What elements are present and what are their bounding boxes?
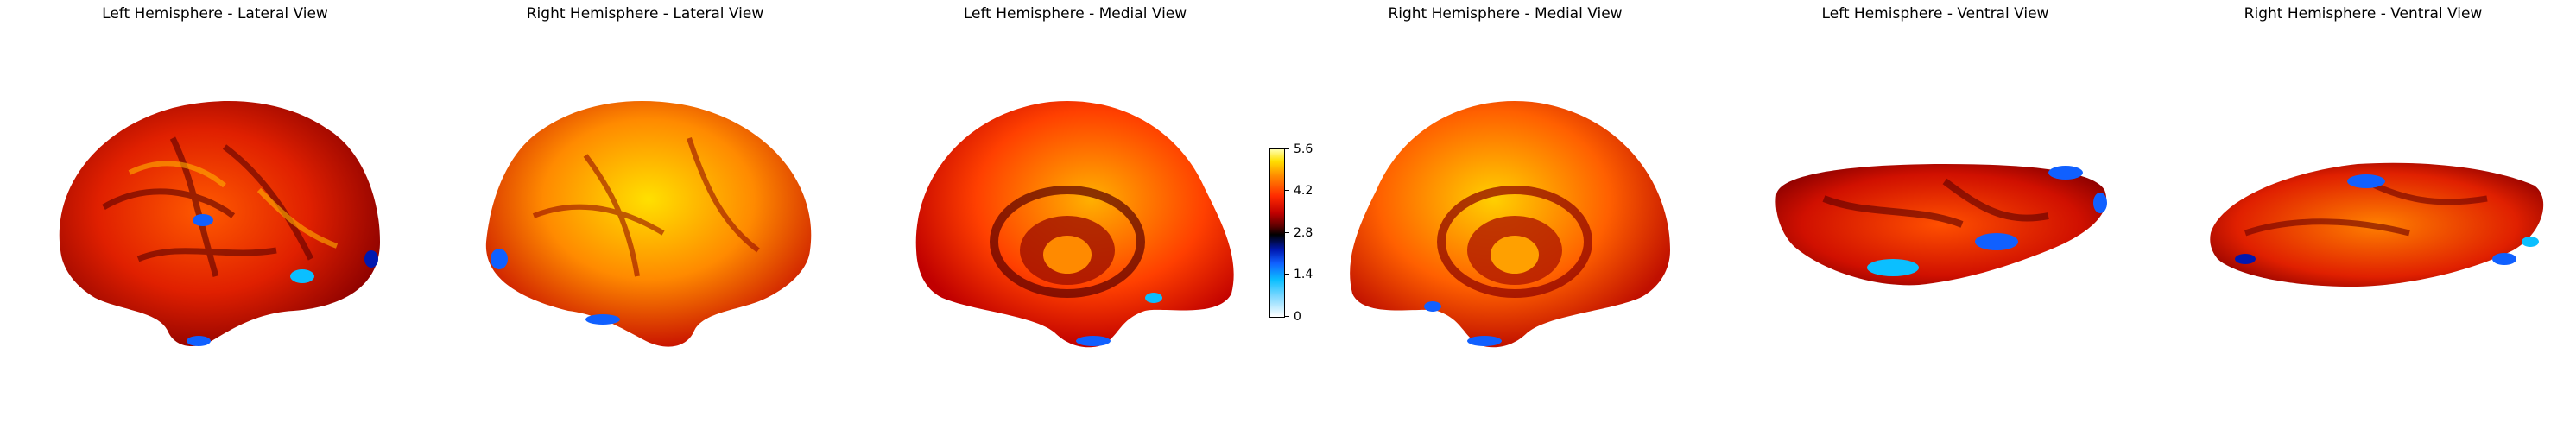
panel-left-lateral: Left Hemisphere - Lateral View xyxy=(0,0,430,442)
brain-left-lateral xyxy=(59,101,381,347)
brain-right-lateral xyxy=(485,101,812,347)
colorbar-tick-label: 5.6 xyxy=(1294,142,1313,156)
brain-right-medial xyxy=(1350,100,1670,348)
brain-left-medial xyxy=(915,100,1234,348)
brain-right-ventral xyxy=(2210,162,2544,287)
panel-title: Left Hemisphere - Lateral View xyxy=(102,5,328,22)
panel-left-medial: Left Hemisphere - Medial View xyxy=(860,0,1290,442)
panel-right-medial: Right Hemisphere - Medial View xyxy=(1290,0,1720,442)
colorbar-tick-label: 4.2 xyxy=(1294,184,1313,198)
panel-left-ventral: Left Hemisphere - Ventral View xyxy=(1720,0,2150,442)
panel-title: Right Hemisphere - Ventral View xyxy=(2244,5,2483,22)
colorbar-gradient xyxy=(1269,148,1285,318)
colorbar-tick-label: 1.4 xyxy=(1294,268,1313,281)
panel-title: Left Hemisphere - Ventral View xyxy=(1821,5,2049,22)
colorbar-tick-label: 2.8 xyxy=(1294,226,1313,240)
panel-title: Right Hemisphere - Medial View xyxy=(1388,5,1623,22)
colorbar-tick-label: 0 xyxy=(1294,310,1301,324)
panel-right-ventral: Right Hemisphere - Ventral View xyxy=(2150,0,2576,442)
colorbar: 5.6 4.2 2.8 1.4 0 xyxy=(1269,143,1339,324)
panel-right-lateral: Right Hemisphere - Lateral View xyxy=(430,0,860,442)
brain-left-ventral xyxy=(1775,164,2107,286)
panel-title: Right Hemisphere - Lateral View xyxy=(526,5,764,22)
panel-title: Left Hemisphere - Medial View xyxy=(963,5,1187,22)
